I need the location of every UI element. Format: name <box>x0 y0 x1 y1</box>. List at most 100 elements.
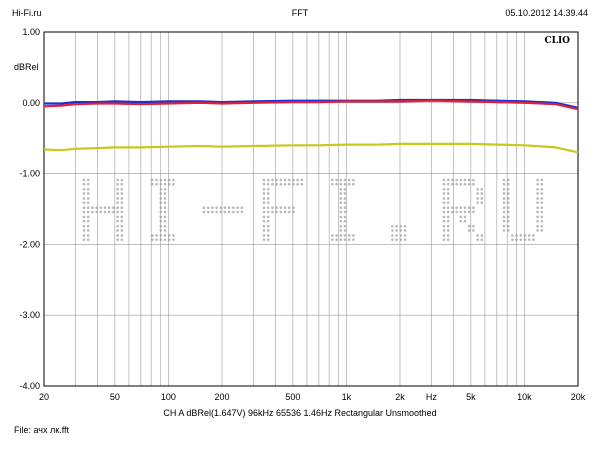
watermark-dot <box>536 201 539 204</box>
watermark-dot <box>86 192 90 195</box>
watermark-dot <box>506 219 510 223</box>
watermark-dot <box>343 182 347 186</box>
watermark-dot <box>463 206 467 210</box>
watermark-dot <box>472 206 475 210</box>
watermark-dot <box>266 229 270 232</box>
y-axis-ticks: 1.00 0.00 -1.00 -2.00 -3.00 -4.00 <box>19 27 40 391</box>
watermark-dot <box>339 182 343 186</box>
watermark-dot <box>163 178 167 182</box>
watermark-dot <box>86 229 90 232</box>
watermark-dot <box>266 219 270 223</box>
series-line-1 <box>44 98 579 109</box>
watermark-dot <box>279 178 283 182</box>
watermark-dot <box>519 238 523 241</box>
watermark-dot <box>506 215 510 219</box>
watermark-dot <box>116 224 119 228</box>
watermark-dot <box>536 182 539 186</box>
watermark-dot <box>451 210 454 214</box>
watermark-dot <box>339 206 343 210</box>
watermark-dot <box>116 187 119 191</box>
watermark-dot <box>159 215 163 219</box>
watermark-dot <box>206 206 210 210</box>
series-lines <box>43 98 579 154</box>
watermark-dot <box>202 206 206 210</box>
watermark-dot <box>120 187 124 191</box>
watermark-dot <box>262 219 266 223</box>
watermark-dot <box>163 219 167 223</box>
watermark-dot <box>527 234 531 237</box>
watermark-dot <box>86 210 90 214</box>
watermark-dot <box>163 210 167 214</box>
watermark-dot <box>275 182 278 186</box>
watermark-dot <box>446 192 450 195</box>
watermark-dot <box>506 201 510 204</box>
x-tick-label: 5k <box>466 392 476 402</box>
watermark-dot <box>395 238 398 241</box>
watermark-dot <box>335 238 338 241</box>
watermark-dot <box>395 234 398 237</box>
watermark-dot <box>120 229 124 232</box>
watermark-dot <box>352 182 355 186</box>
watermark-dot <box>82 229 86 232</box>
watermark-dot <box>159 210 163 214</box>
watermark-dot <box>159 229 163 232</box>
watermark-dot <box>480 234 484 237</box>
watermark-dot <box>343 215 347 219</box>
watermark-dot <box>446 178 450 182</box>
watermark-dot <box>116 238 119 241</box>
watermark-dot <box>339 201 343 204</box>
watermark-dot <box>446 219 450 223</box>
watermark-dot <box>502 224 506 228</box>
header-site-name: Hi-Fi.ru <box>12 8 42 18</box>
watermark-dot <box>163 224 167 228</box>
watermark-dot <box>95 206 98 210</box>
watermark-dot <box>120 224 124 228</box>
watermark-dot <box>86 201 90 204</box>
watermark-dot <box>480 238 484 241</box>
watermark-dot <box>163 215 167 219</box>
watermark-dot <box>155 238 158 241</box>
watermark-dot <box>202 210 206 214</box>
watermark-dot <box>236 206 239 210</box>
y-tick-label: -3.00 <box>19 310 40 320</box>
watermark-dot <box>275 210 278 214</box>
watermark-dot <box>120 182 124 186</box>
watermark-dot <box>287 210 291 214</box>
watermark-dot <box>120 215 124 219</box>
watermark-dot <box>95 210 98 214</box>
watermark-dot <box>262 210 266 214</box>
watermark-dot <box>339 215 343 219</box>
watermark-dot <box>116 206 119 210</box>
watermark-dot <box>339 229 343 232</box>
x-tick-label: 10k <box>517 392 532 402</box>
watermark-dot <box>219 206 223 210</box>
watermark-dot <box>403 229 407 232</box>
watermark-dot <box>459 210 463 214</box>
watermark-dot <box>159 224 163 228</box>
watermark-dot <box>502 206 506 210</box>
watermark-dot <box>536 215 539 219</box>
watermark-dot <box>266 178 270 182</box>
watermark-dot <box>120 234 124 237</box>
watermark-dot <box>446 234 450 237</box>
watermark-dot <box>339 178 343 182</box>
watermark-dot <box>159 238 163 241</box>
watermark-dot <box>476 192 479 195</box>
watermark-dot <box>262 182 266 186</box>
header-timestamp: 05.10.2012 14.39.44 <box>505 8 588 18</box>
watermark-dot <box>446 224 450 228</box>
watermark-dot <box>459 178 463 182</box>
watermark-dot <box>82 234 86 237</box>
watermark-dot <box>86 187 90 191</box>
watermark-dot <box>455 210 458 214</box>
watermark-dot <box>339 219 343 223</box>
watermark-dot <box>300 182 304 186</box>
watermark-dot <box>391 229 394 232</box>
watermark-dot <box>476 234 479 237</box>
watermark-dot <box>279 206 283 210</box>
watermark-dot <box>82 187 86 191</box>
watermark-dot <box>476 238 479 241</box>
watermark-dot <box>112 206 115 210</box>
watermark-dot <box>86 224 90 228</box>
x-axis-label: Hz <box>426 392 437 402</box>
